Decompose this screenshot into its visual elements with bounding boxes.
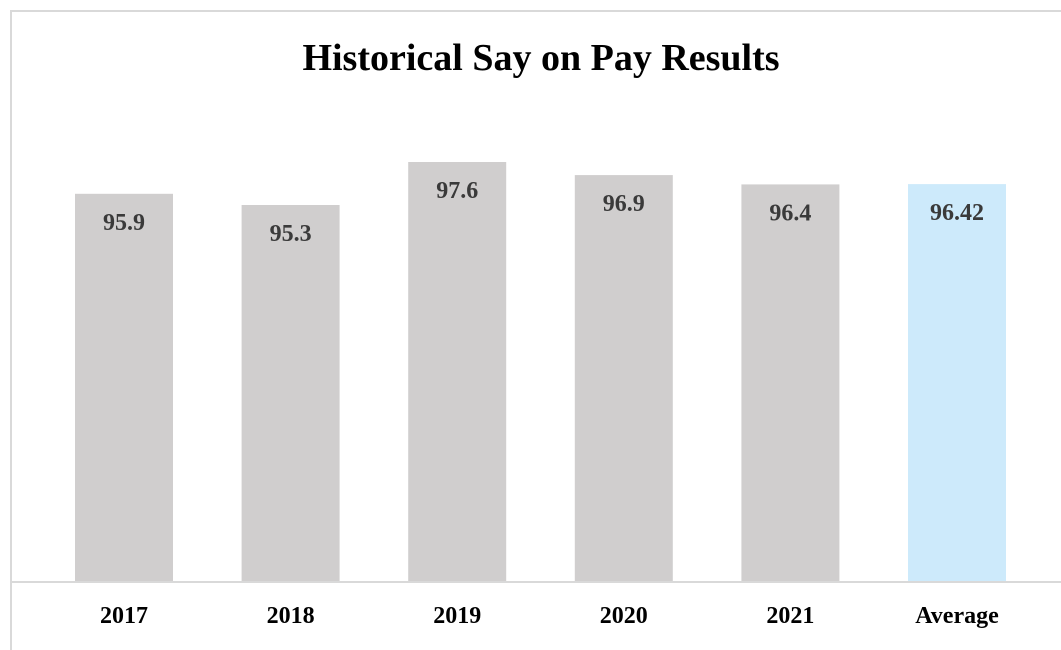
category-labels-group: 2017 2018 2019 2020 2021 Average: [100, 603, 999, 629]
value-label-average: 96.42: [930, 200, 984, 226]
bar-2019: [408, 162, 507, 582]
value-label-2019: 97.6: [436, 178, 478, 204]
bar-2018: [241, 205, 340, 582]
bar-2017: [75, 193, 173, 583]
chart-title: Historical Say on Pay Results: [302, 37, 780, 79]
bar-average: [908, 184, 1006, 582]
chart-frame: [10, 10, 1061, 650]
value-label-2020: 96.9: [603, 191, 645, 217]
bar-2021: [741, 184, 840, 582]
value-label-2017: 95.9: [103, 210, 145, 236]
category-label-2020: 2020: [600, 603, 648, 629]
category-label-2021: 2021: [766, 603, 814, 629]
value-label-2021: 96.4: [769, 200, 811, 226]
value-label-2018: 95.3: [270, 221, 312, 247]
bar-2020: [574, 175, 673, 582]
value-labels-group: 95.9 95.3 97.6 96.9 96.4 96.42: [103, 178, 984, 247]
category-label-2017: 2017: [100, 603, 148, 629]
category-label-average: Average: [915, 603, 999, 629]
category-label-2019: 2019: [433, 603, 481, 629]
category-label-2018: 2018: [267, 603, 315, 629]
bars-group: [75, 162, 1006, 583]
